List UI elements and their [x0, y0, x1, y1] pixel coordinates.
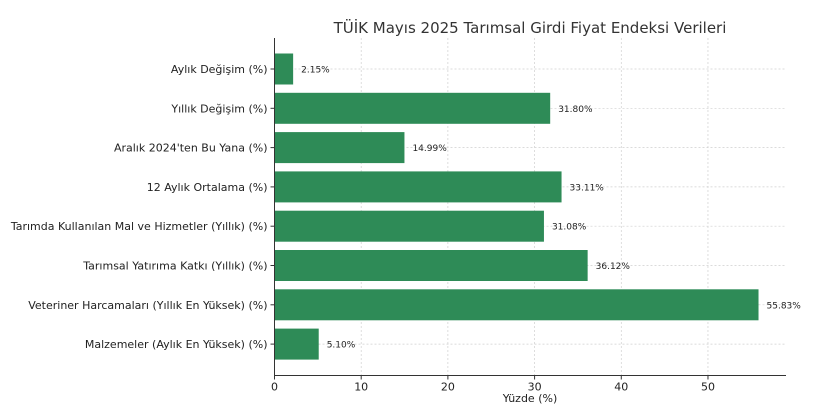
x-tick-label: 0 [271, 381, 278, 394]
axis-layer [274, 38, 786, 376]
ticks-layer: 0 10 20 30 40 50 Aylık Değişim (%) Yıllık Değiş… [10, 63, 715, 394]
y-tick-label: Malzemeler (Aylık En Yüksek) (%) [85, 338, 268, 351]
bar [274, 132, 405, 164]
x-tick-label: 30 [528, 381, 542, 394]
y-tick-label: Tarımsal Yatırıma Katkı (Yıllık) (%) [82, 260, 267, 273]
chart-title: TÜİK Mayıs 2025 Tarımsal Girdi Fiyat End… [333, 18, 727, 37]
y-tick-label: Aralık 2024'ten Bu Yana (%) [114, 142, 268, 155]
bar [274, 53, 294, 85]
y-tick-label: Tarımda Kullanılan Mal ve Hizmetler (Yıl… [10, 220, 268, 233]
y-tick-label: 12 Aylık Ortalama (%) [147, 181, 268, 194]
bar-value-label: 31.08% [552, 223, 587, 233]
bar [274, 328, 319, 360]
bar-value-label: 55.83% [767, 301, 802, 311]
y-tick-label: Veteriner Harcamaları (Yıllık En Yüksek)… [28, 299, 267, 312]
y-tick-label: Yıllık Değişim (%) [170, 102, 267, 115]
bar-value-label: 31.80% [558, 105, 593, 115]
bar-value-label: 14.99% [412, 144, 447, 154]
bar [274, 289, 759, 321]
bar [274, 92, 551, 124]
bar-value-label: 2.15% [301, 66, 330, 76]
x-tick-label: 40 [614, 381, 628, 394]
bar-value-label: 5.10% [327, 341, 356, 351]
x-tick-label: 50 [701, 381, 715, 394]
bar [274, 171, 562, 203]
bar-value-label: 33.11% [570, 183, 605, 193]
bars-layer: 2.15% 31.80% 14.99% 33.11% 31.08% 36.12% 55.83… [274, 53, 802, 360]
bar [274, 210, 544, 242]
x-axis-label: Yüzde (%) [502, 392, 557, 405]
bar-value-label: 36.12% [596, 262, 631, 272]
x-tick-label: 10 [354, 381, 368, 394]
grid-layer [274, 38, 786, 376]
x-tick-label: 20 [441, 381, 455, 394]
y-tick-label: Aylık Değişim (%) [171, 63, 268, 76]
bar [274, 250, 588, 281]
